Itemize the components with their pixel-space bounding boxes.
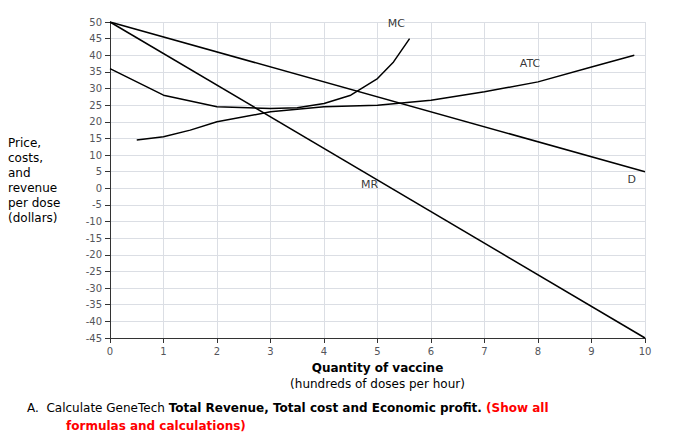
svg-text:1: 1 xyxy=(160,346,166,357)
svg-text:20: 20 xyxy=(89,116,102,127)
svg-text:ATC: ATC xyxy=(520,57,541,70)
svg-text:5: 5 xyxy=(374,346,380,357)
svg-text:0: 0 xyxy=(96,183,102,194)
svg-text:7: 7 xyxy=(481,346,487,357)
svg-text:45: 45 xyxy=(89,33,102,44)
svg-text:40: 40 xyxy=(89,50,102,61)
svg-text:0: 0 xyxy=(107,346,113,357)
svg-text:per dose: per dose xyxy=(8,196,60,210)
svg-text:Price,: Price, xyxy=(8,136,41,150)
svg-text:50: 50 xyxy=(89,17,102,28)
svg-text:Quantity of vaccine: Quantity of vaccine xyxy=(312,361,444,375)
svg-text:25: 25 xyxy=(89,100,102,111)
svg-text:(hundreds of doses per hour): (hundreds of doses per hour) xyxy=(290,377,465,391)
svg-text:-40: -40 xyxy=(86,316,102,327)
svg-text:5: 5 xyxy=(96,166,102,177)
svg-text:10: 10 xyxy=(639,346,652,357)
svg-text:-5: -5 xyxy=(92,199,102,210)
svg-text:-10: -10 xyxy=(86,216,102,227)
svg-text:30: 30 xyxy=(89,83,102,94)
svg-text:-15: -15 xyxy=(86,233,102,244)
svg-text:2: 2 xyxy=(214,346,220,357)
svg-text:3: 3 xyxy=(267,346,273,357)
svg-text:4: 4 xyxy=(321,346,327,357)
svg-text:MR: MR xyxy=(361,178,378,191)
svg-text:-35: -35 xyxy=(86,299,102,310)
svg-text:revenue: revenue xyxy=(8,181,57,195)
svg-text:D: D xyxy=(627,173,635,186)
svg-text:8: 8 xyxy=(535,346,541,357)
svg-text:and: and xyxy=(8,166,31,180)
svg-text:-25: -25 xyxy=(86,266,102,277)
svg-text:formulas and calculations): formulas and calculations) xyxy=(66,419,246,433)
svg-text:(Show all: (Show all xyxy=(482,401,549,415)
svg-text:costs,: costs, xyxy=(8,151,43,165)
svg-text:35: 35 xyxy=(89,66,102,77)
svg-text:-20: -20 xyxy=(86,249,102,260)
svg-text:A. Calculate GeneTech: A. Calculate GeneTech xyxy=(27,401,169,415)
svg-text:6: 6 xyxy=(428,346,434,357)
svg-text:-45: -45 xyxy=(86,333,102,344)
svg-text:15: 15 xyxy=(89,133,102,144)
svg-text:9: 9 xyxy=(588,346,594,357)
svg-text:(dollars): (dollars) xyxy=(8,211,58,225)
svg-text:10: 10 xyxy=(89,150,102,161)
svg-text:Total Revenue, Total cost and: Total Revenue, Total cost and Economic p… xyxy=(169,401,482,415)
svg-text:-30: -30 xyxy=(86,283,102,294)
svg-text:MC: MC xyxy=(388,17,405,30)
